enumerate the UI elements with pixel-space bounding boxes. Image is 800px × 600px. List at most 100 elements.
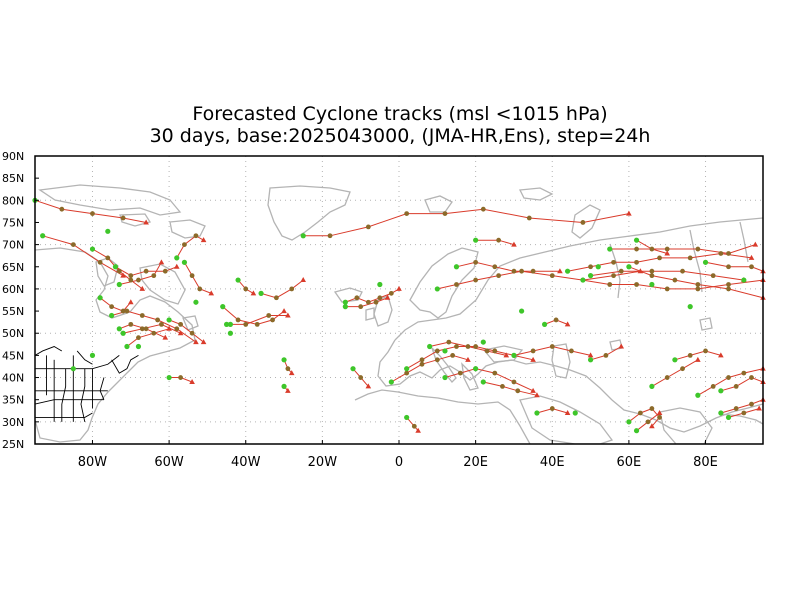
- track-start-point: [725, 414, 732, 421]
- track-point: [59, 206, 65, 212]
- track-point: [128, 273, 134, 279]
- lat-tick-label: 60N: [2, 283, 24, 296]
- track-point: [500, 384, 505, 389]
- track-point: [726, 375, 731, 380]
- cyclone-track: [99, 297, 132, 312]
- track-start-point: [116, 281, 122, 288]
- track-point: [687, 352, 693, 358]
- track-end-marker: [649, 423, 655, 429]
- track-end-marker: [143, 219, 149, 225]
- cyclone-track: [609, 244, 756, 255]
- lon-tick-label: 80E: [693, 455, 718, 470]
- track-point: [358, 375, 364, 380]
- cyclone-track: [475, 239, 515, 246]
- track-point: [511, 268, 517, 274]
- cyclone-track: [628, 408, 661, 427]
- track-point: [726, 282, 731, 287]
- lat-tick-label: 45N: [2, 349, 24, 362]
- track-point: [695, 282, 701, 287]
- lon-tick-label: 20W: [308, 455, 338, 470]
- cyclone-track: [705, 261, 764, 272]
- track-point: [120, 215, 126, 221]
- track-start-point: [580, 277, 586, 283]
- track-end-marker: [664, 250, 671, 256]
- track-point: [419, 361, 425, 367]
- track-end-marker: [127, 299, 134, 305]
- track-start-point: [89, 352, 96, 358]
- cyclone-track: [176, 235, 204, 259]
- track-point: [611, 273, 616, 279]
- track-point: [254, 321, 260, 327]
- track-end-marker: [695, 356, 701, 362]
- track-start-point: [404, 366, 410, 372]
- track-point: [457, 370, 463, 376]
- track-point: [159, 321, 164, 327]
- track-point: [235, 317, 241, 323]
- map-frame: [34, 155, 764, 445]
- track-point: [496, 273, 502, 279]
- track-point: [197, 286, 203, 292]
- lon-tick-label: 60E: [617, 455, 642, 470]
- track-point: [733, 384, 739, 389]
- track-start-point: [166, 374, 172, 381]
- cyclone-track: [391, 354, 469, 383]
- cyclone-track: [260, 279, 304, 299]
- track-point: [741, 410, 747, 416]
- cyclone-track: [456, 261, 560, 272]
- track-end-marker: [166, 325, 172, 331]
- track-point: [526, 215, 532, 221]
- track-point: [492, 370, 498, 376]
- track-start-point: [181, 259, 188, 265]
- track-point: [155, 317, 161, 323]
- track-point: [515, 388, 521, 394]
- lat-tick-label: 50N: [2, 327, 24, 340]
- track-point: [465, 344, 471, 349]
- track-end-marker: [384, 294, 391, 300]
- track-start-point: [227, 321, 234, 327]
- track-point: [162, 268, 168, 274]
- track-point: [511, 379, 517, 385]
- lon-tick-label: 40E: [540, 455, 565, 470]
- track-point: [266, 313, 272, 318]
- track-end-marker: [208, 290, 215, 296]
- track-point: [128, 277, 134, 283]
- track-point: [178, 321, 184, 327]
- track-point: [143, 268, 149, 274]
- cyclone-track: [720, 376, 764, 392]
- cyclone-track-points: [32, 197, 766, 434]
- track-point: [139, 313, 145, 318]
- lon-tick-label: 20E: [463, 455, 488, 470]
- track-start-point: [649, 281, 655, 288]
- track-start-point: [587, 357, 594, 363]
- track-end-marker: [718, 352, 724, 358]
- track-point: [193, 233, 199, 239]
- track-end-marker: [626, 210, 632, 216]
- track-point: [404, 211, 410, 217]
- cyclone-track: [674, 350, 722, 361]
- track-point: [373, 299, 379, 305]
- track-point: [603, 352, 609, 358]
- lon-tick-label: 0: [395, 455, 403, 470]
- coastlines: [35, 184, 763, 444]
- track-point: [664, 246, 670, 252]
- track-end-marker: [193, 339, 199, 345]
- lat-tick-label: 40N: [2, 372, 24, 385]
- track-end-marker: [530, 356, 536, 362]
- track-end-marker: [530, 387, 536, 393]
- state-border: [111, 354, 139, 374]
- track-point: [741, 370, 747, 376]
- track-end-marker: [752, 241, 759, 247]
- track-start-point: [473, 366, 479, 372]
- track-point: [473, 344, 479, 349]
- track-point: [549, 406, 555, 411]
- track-point: [664, 375, 670, 380]
- state-border: [61, 368, 67, 422]
- track-start-point: [258, 290, 264, 296]
- lon-tick-label: 80W: [78, 455, 108, 470]
- map-title-line-1: Forecasted Cyclone tracks (msl <1015 hPa…: [192, 103, 608, 125]
- track-point: [136, 335, 141, 341]
- track-point: [90, 211, 95, 217]
- track-point: [116, 268, 122, 274]
- track-point: [289, 286, 295, 292]
- track-start-point: [534, 410, 540, 416]
